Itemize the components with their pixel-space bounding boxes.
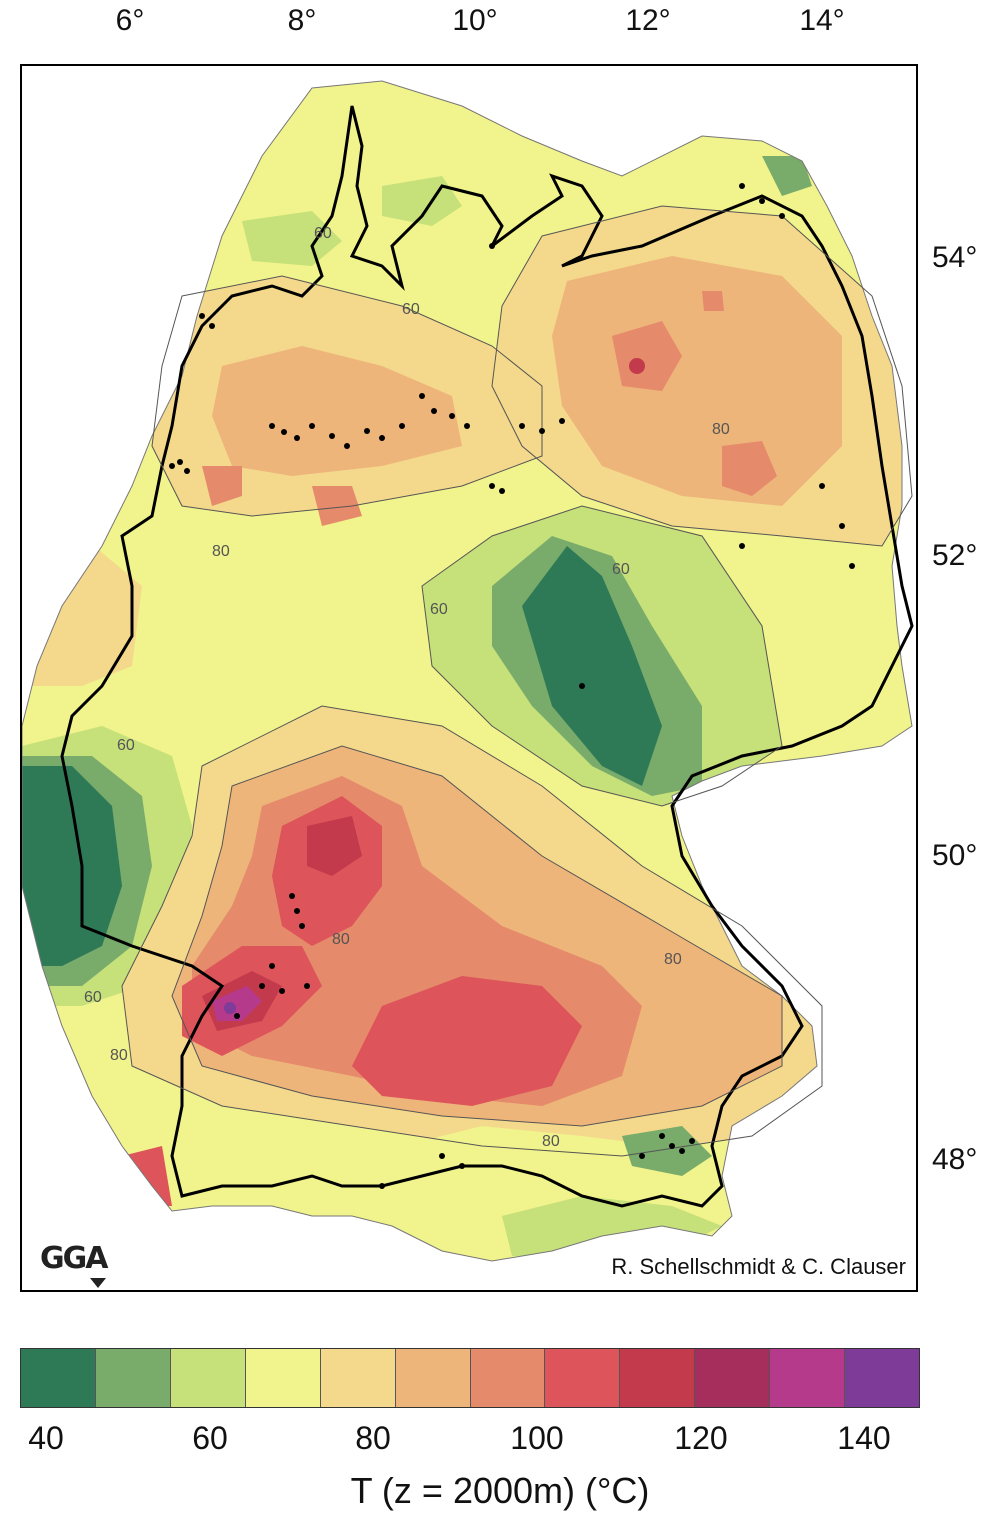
contour-label: 60: [612, 561, 630, 578]
map-frame: 60 60 60 60 80 80 80 80 60 80 80 60: [20, 64, 918, 1292]
zone-sw-100-110: [122, 1146, 172, 1206]
gga-logo-arrow-icon: [90, 1278, 106, 1288]
zone-c-35-40: [522, 546, 662, 786]
colorbar-segment: [245, 1349, 321, 1407]
gga-logo: GGA: [40, 1241, 108, 1276]
lat-label-52: 52°: [932, 539, 978, 572]
contour-label: 80: [212, 543, 230, 560]
zone-n-40-50: [762, 156, 812, 196]
lat-label-50: 50°: [932, 839, 978, 872]
borehole-dots: [169, 183, 855, 1189]
contour-label: 60: [84, 989, 102, 1006]
contour-label: 60: [402, 301, 420, 318]
colorbar-tick-60: 60: [192, 1420, 228, 1456]
contour-label: 80: [664, 951, 682, 968]
colorbar-title: T (z = 2000m) (°C): [350, 1470, 650, 1511]
zone-n-90-100: [312, 486, 362, 526]
contour-label: 80: [332, 931, 350, 948]
contour-label: 80: [110, 1047, 128, 1064]
colorbar-segment: [545, 1349, 621, 1407]
colorbar-segment: [770, 1349, 846, 1407]
lon-label-14: 14°: [799, 4, 845, 37]
germany-border: [60, 105, 914, 1208]
colorbar-tick-100: 100: [510, 1420, 564, 1456]
lon-label-12: 12°: [625, 4, 671, 37]
colorbar-segment: [320, 1349, 396, 1407]
contour-label: 60: [314, 225, 332, 242]
colorbar-segment: [95, 1349, 171, 1407]
colorbar-segment: [170, 1349, 246, 1407]
colorbar-segment: [695, 1349, 771, 1407]
temperature-map: 60 60 60 60 80 80 80 80 60 80 80 60: [22, 80, 914, 1262]
contour-label: 80: [712, 421, 730, 438]
colorbar-segment: [620, 1349, 696, 1407]
colorbar-tick-40: 40: [28, 1420, 64, 1456]
zone-ne-90-100-c: [702, 291, 724, 311]
colorbar-segment: [845, 1349, 920, 1407]
zone-ne-80-90: [552, 256, 842, 506]
contour-label: 60: [117, 737, 135, 754]
zone-n-50-60-a: [242, 211, 342, 266]
zone-ne-hotspot: [629, 358, 645, 374]
zone-alps-40-50: [622, 1126, 712, 1176]
zone-n-80-90: [212, 346, 462, 476]
lon-label-6: 6°: [115, 4, 145, 37]
colorbar-segment: [395, 1349, 471, 1407]
map-credit: R. Schellschmidt & C. Clauser: [611, 1254, 906, 1279]
colorbar-segment: [21, 1349, 96, 1407]
contour-lines: [121, 205, 913, 1157]
lat-label-48: 48°: [932, 1143, 978, 1176]
colorbar-tick-80: 80: [355, 1420, 391, 1456]
lon-label-8: 8°: [287, 4, 317, 37]
colorbar-tick-120: 120: [674, 1420, 728, 1456]
colorbar-segment: [470, 1349, 546, 1407]
contour-label: 60: [430, 601, 448, 618]
zone-s-140-plus: [224, 1002, 236, 1014]
colorbar-tick-140: 140: [837, 1420, 891, 1456]
zone-ne-90-100-b: [722, 441, 777, 496]
lon-label-10: 10°: [452, 4, 498, 37]
data-coverage-outline: [22, 80, 913, 1262]
zone-w-35-40: [22, 766, 122, 966]
contour-label: 80: [542, 1133, 560, 1150]
zone-s-100-110-b: [352, 976, 582, 1106]
lat-label-54: 54°: [932, 241, 978, 274]
colorbar: [20, 1348, 920, 1408]
zone-s-130-140: [212, 986, 262, 1021]
zone-n-90-100-b: [202, 466, 242, 506]
zone-s-110-120-a: [307, 816, 362, 876]
zone-ne-90-100-a: [612, 321, 682, 391]
